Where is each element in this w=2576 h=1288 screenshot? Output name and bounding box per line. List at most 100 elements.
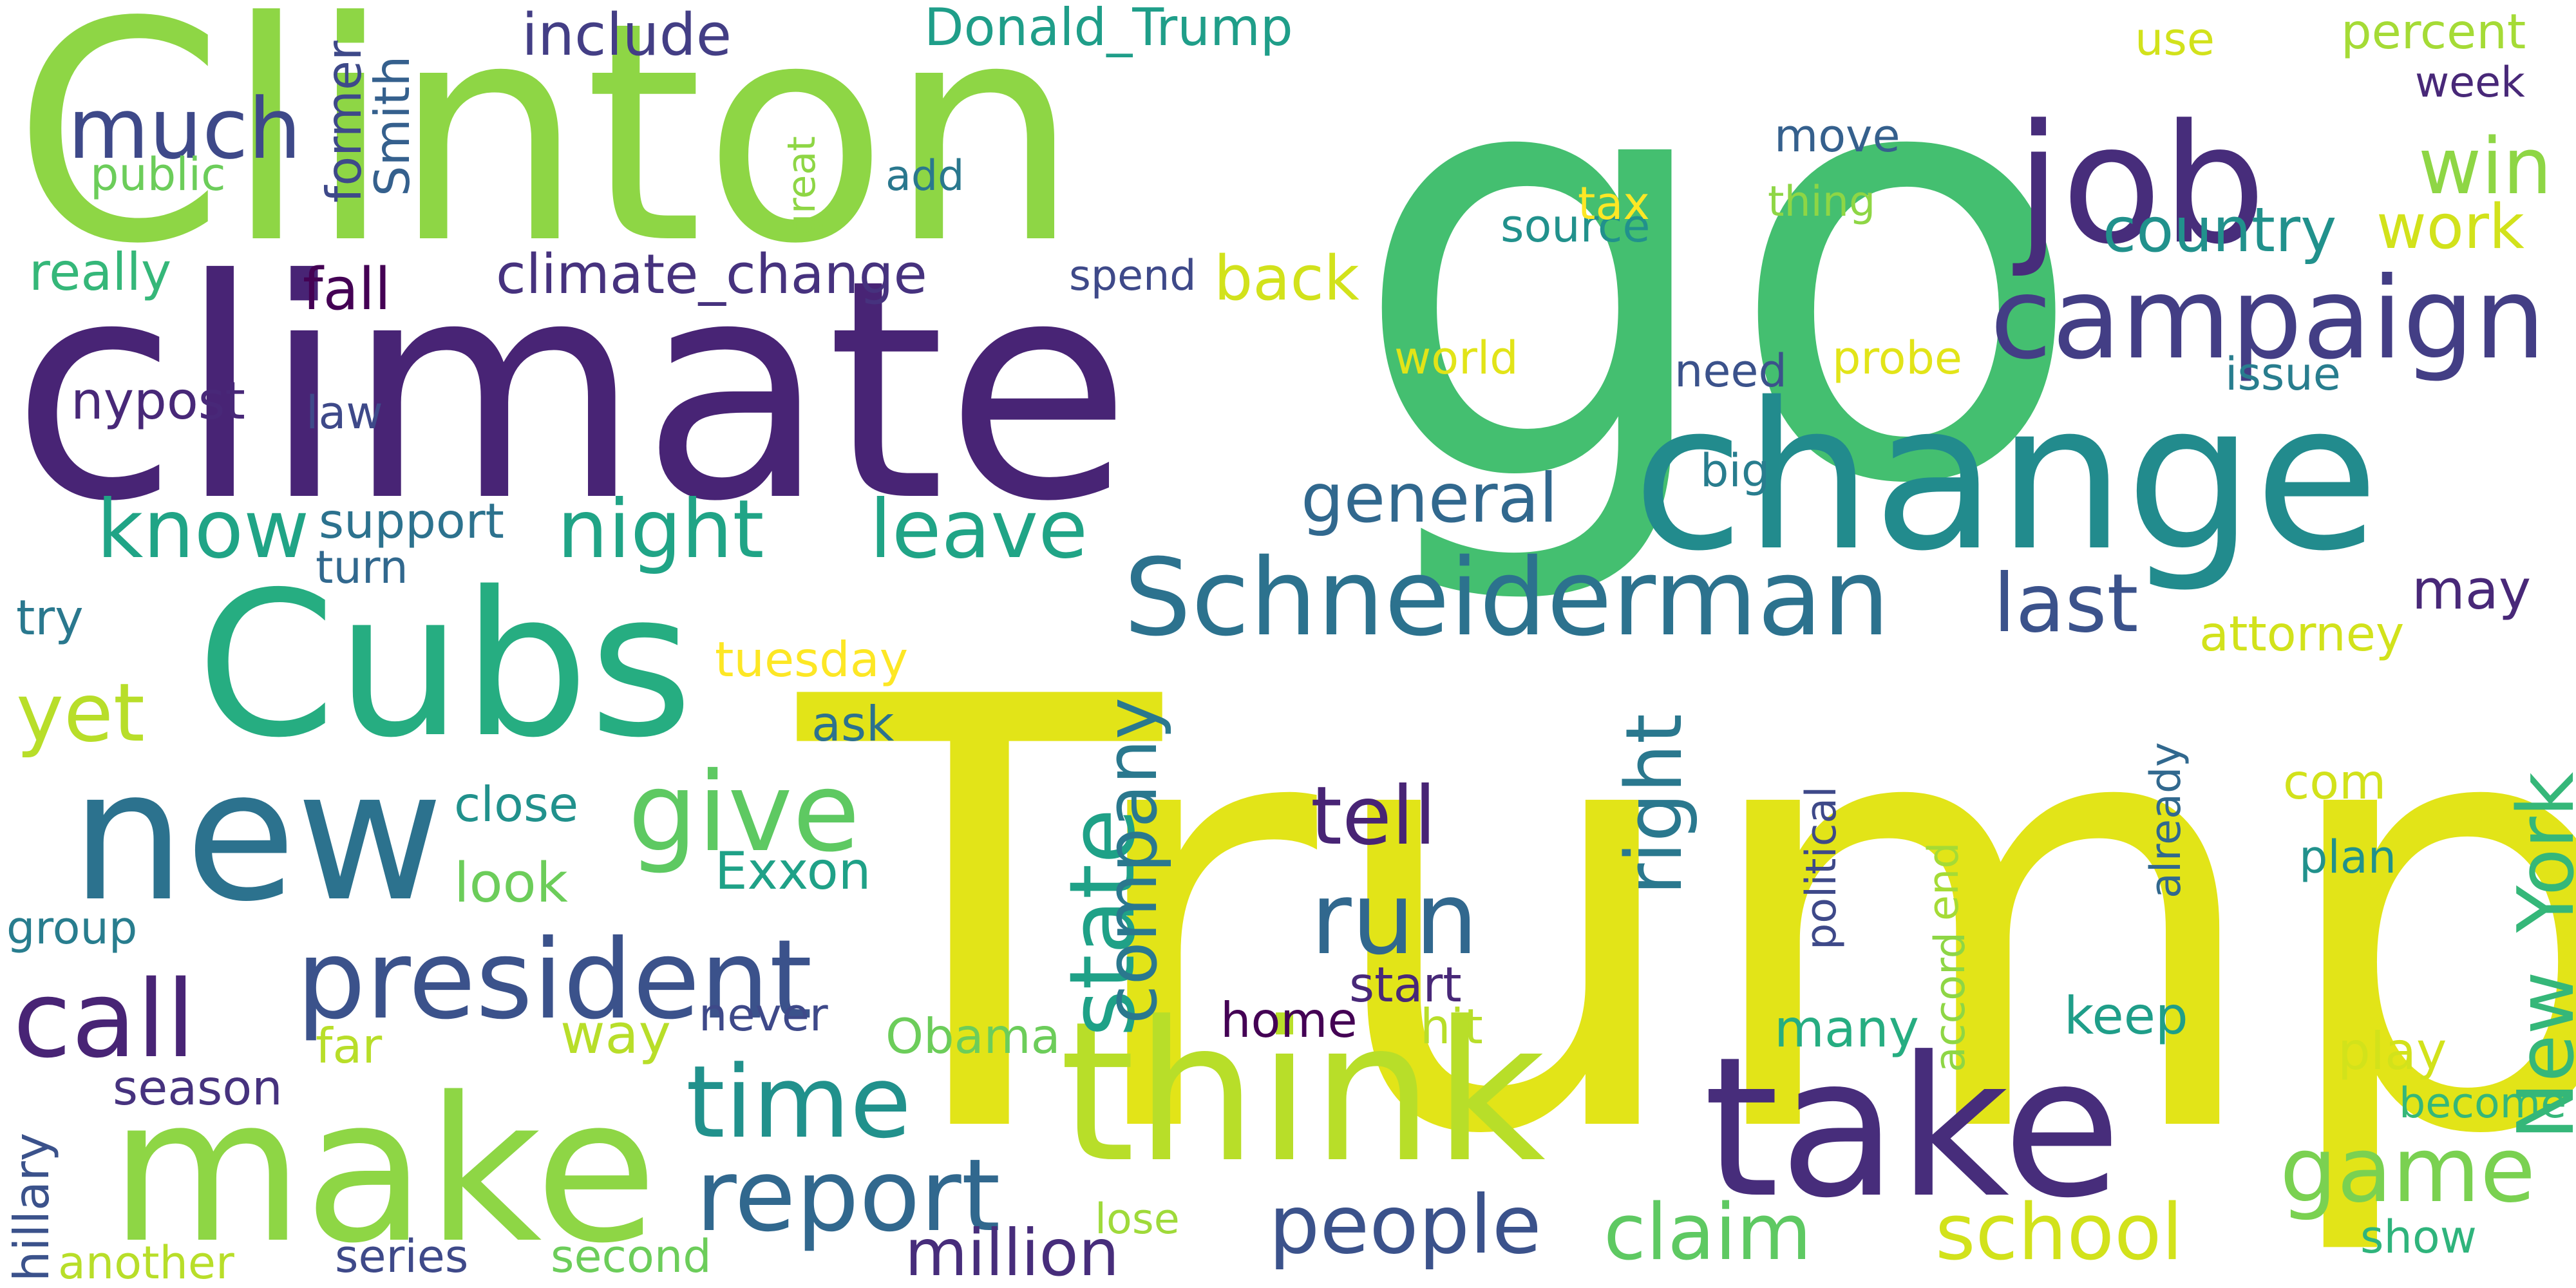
word: ask [811, 696, 895, 752]
word: know [97, 483, 309, 576]
word: claim [1604, 1188, 1812, 1278]
word: Trump [790, 574, 2576, 1264]
word: Smith [364, 56, 421, 196]
word: tuesday [715, 631, 908, 688]
word: start [1349, 956, 1462, 1013]
word: Obama [886, 1008, 1061, 1065]
word: support [319, 493, 504, 549]
word: night [557, 483, 764, 576]
word: close [454, 776, 578, 833]
word-cloud-words: go Trump Clinton climate change Cubs mak… [3, 0, 2576, 1288]
word: hit [1420, 998, 1483, 1055]
word: million [905, 1215, 1119, 1288]
word: may [2412, 558, 2531, 622]
word: show [2360, 1211, 2477, 1264]
word: Cubs [196, 549, 693, 782]
word: group [6, 902, 137, 954]
word: Donald_Trump [924, 0, 1293, 57]
word: attorney [2199, 605, 2404, 662]
word: world [1394, 332, 1519, 384]
word: never [699, 989, 828, 1041]
word: change [1633, 360, 2379, 596]
word: nypost [71, 371, 245, 431]
word: think [1059, 980, 1546, 1205]
word: add [886, 152, 964, 200]
word: issue [2225, 348, 2341, 401]
word: series [335, 1230, 468, 1283]
word: fall [303, 256, 391, 323]
word: law [306, 386, 383, 439]
word: make [109, 1055, 658, 1287]
word: last [1993, 557, 2138, 650]
word: use [2135, 13, 2215, 66]
word: people [1269, 1179, 1542, 1272]
word: go [1349, 0, 2088, 613]
word: com [2283, 753, 2386, 810]
word: include [522, 1, 732, 69]
word: second [551, 1230, 712, 1283]
word: country [2103, 195, 2336, 266]
word: hillary [3, 1133, 60, 1282]
word: really [29, 242, 171, 302]
word: accord [1926, 932, 1975, 1072]
word: Clinton [13, 0, 1080, 310]
word: percent [2341, 3, 2526, 60]
word: win [2418, 122, 2552, 212]
word: probe [1832, 332, 1962, 384]
word: climate_change [496, 243, 927, 307]
word: try [16, 589, 84, 646]
word: lose [1095, 1195, 1180, 1244]
word: end [1920, 842, 1968, 921]
word: run [1311, 860, 1478, 977]
word: work [2376, 192, 2524, 263]
word: keep [2064, 986, 2188, 1046]
word: company [1090, 697, 1173, 1024]
word: thing [1768, 178, 1875, 226]
word: leave [869, 483, 1088, 576]
word: many [1774, 999, 1919, 1059]
word: campaign [1990, 254, 2546, 384]
word: school [1935, 1188, 2183, 1278]
word: become [2399, 1079, 2566, 1128]
word: play [2338, 1021, 2447, 1081]
word: right [1610, 714, 1700, 895]
word: new [71, 732, 444, 942]
word: take [1703, 1016, 2121, 1240]
word: New_York [2502, 772, 2576, 1140]
word: job [2012, 90, 2266, 281]
word: state [1050, 808, 1155, 1037]
word: report [696, 1137, 1000, 1254]
word: call [13, 958, 196, 1081]
word: back [1214, 243, 1359, 314]
word: need [1674, 345, 1787, 397]
word: give [628, 749, 860, 876]
word: yet [16, 667, 145, 760]
word: public [90, 148, 226, 201]
word: former [316, 41, 372, 203]
word: political [1797, 786, 1846, 950]
word: big [1700, 444, 1770, 497]
word: week [2415, 59, 2525, 107]
word: already [2142, 742, 2190, 898]
word: move [1774, 109, 1900, 162]
word: turn [316, 541, 408, 594]
word: climate [12, 215, 1132, 567]
word: Schneiderman [1124, 536, 1890, 659]
word: another [58, 1236, 234, 1288]
word: general [1301, 459, 1558, 538]
word: plan [2299, 831, 2396, 884]
word: look [454, 851, 568, 915]
word: way [560, 1003, 671, 1066]
word: source [1501, 200, 1650, 252]
word: season [113, 1059, 283, 1116]
word: great [779, 136, 824, 238]
word: time [686, 1044, 911, 1160]
word: tell [1311, 770, 1436, 863]
word: far [316, 1018, 382, 1074]
word: game [2280, 1118, 2535, 1223]
word: spend [1069, 252, 1197, 300]
word: Exxon [715, 841, 871, 901]
word: much [68, 80, 301, 178]
word: tax [1578, 177, 1650, 230]
